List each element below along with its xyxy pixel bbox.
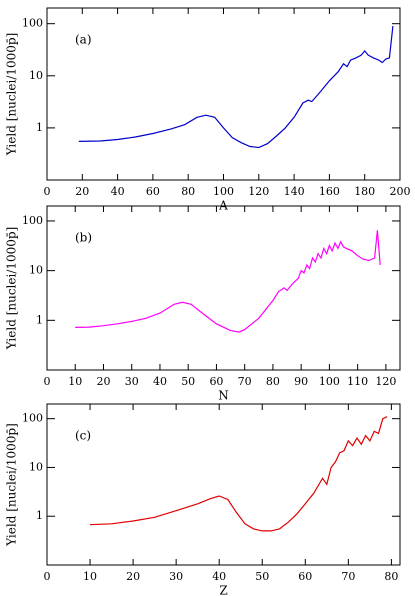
x-tick-label: 40 [111,185,125,198]
x-tick-label: 180 [354,185,375,198]
x-tick-label: 10 [83,570,97,583]
x-tick-label: 0 [44,375,51,388]
y-tick-label: 100 [22,214,43,227]
data-line [75,230,381,333]
y-tick-label: 1 [36,121,43,134]
y-tick-label: 100 [22,17,43,30]
data-line [89,416,388,532]
y-tick-label: 10 [29,264,43,277]
x-tick-label: 50 [255,570,269,583]
plot-frame [46,205,401,371]
x-tick-label: 0 [44,185,51,198]
panel-label: (a) [75,33,92,47]
x-tick-label: 80 [384,570,398,583]
x-tick-label: 60 [298,570,312,583]
x-tick-label: 50 [181,375,195,388]
y-tick-label: 1 [36,313,43,326]
y-axis-label: Yield [nuclei/1000p̄] [5,33,19,157]
x-tick-label: 40 [212,570,226,583]
x-tick-label: 30 [169,570,183,583]
x-tick-label: 70 [238,375,252,388]
x-tick-label: 10 [68,375,82,388]
x-tick-label: 100 [319,375,340,388]
plot-frame [46,7,401,181]
x-tick-label: 60 [209,375,223,388]
plot-frame [46,403,401,566]
x-tick-label: 20 [126,570,140,583]
x-axis-label: Z [219,584,227,596]
x-tick-label: 200 [390,185,411,198]
x-tick-label: 140 [284,185,305,198]
x-tick-label: 20 [96,375,110,388]
x-tick-label: 70 [341,570,355,583]
y-tick-label: 10 [29,69,43,82]
x-tick-label: 30 [125,375,139,388]
x-tick-label: 0 [44,570,51,583]
x-tick-label: 60 [146,185,160,198]
y-axis-label: Yield [nuclei/1000p̄] [5,227,19,351]
y-tick-label: 10 [29,460,43,473]
x-tick-label: 160 [319,185,340,198]
x-tick-label: 110 [347,375,368,388]
x-tick-label: 100 [213,185,234,198]
data-line [78,26,394,149]
x-tick-label: 120 [375,375,396,388]
x-tick-label: 80 [266,375,280,388]
x-tick-label: 90 [294,375,308,388]
x-tick-label: 20 [75,185,89,198]
y-axis-label: Yield [nuclei/1000p̄] [5,423,19,547]
y-tick-label: 100 [22,412,43,425]
panel-label: (c) [75,429,91,443]
panel-label: (b) [75,231,92,245]
x-axis-label: N [218,389,229,403]
x-tick-label: 40 [153,375,167,388]
x-tick-label: 120 [248,185,269,198]
y-tick-label: 1 [36,509,43,522]
x-tick-label: 80 [181,185,195,198]
